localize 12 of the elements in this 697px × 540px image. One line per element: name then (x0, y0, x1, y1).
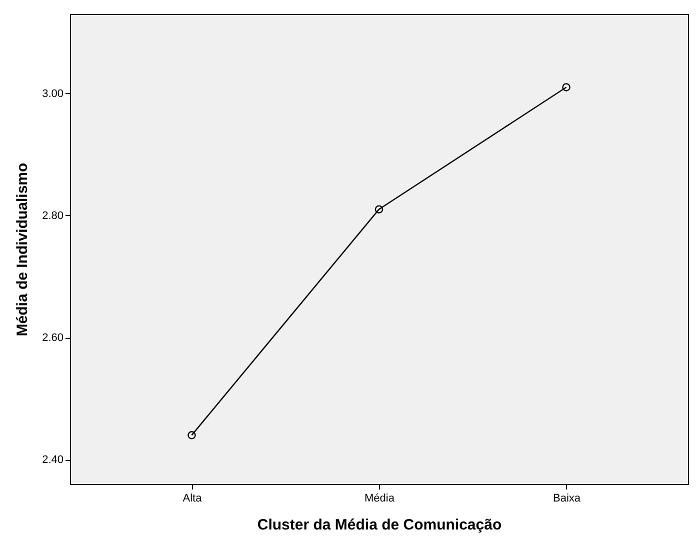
point (562, 83, 570, 92)
point (374, 205, 384, 214)
x-tick-label: Média (364, 492, 396, 504)
x-tick-label: Alta (182, 492, 203, 504)
x-axis-title: Cluster da Média de Comunicação (257, 516, 502, 534)
y-tick-label: 2.40 (42, 454, 64, 466)
y-tick-label: 3.00 (42, 88, 64, 100)
y-axis-title: Média de Individualismo (14, 162, 32, 336)
y-tick-label: 2.80 (42, 210, 64, 222)
x-tick-label: Baixa (553, 492, 582, 504)
point (188, 431, 196, 440)
y-tick-label: 2.60 (42, 332, 64, 344)
